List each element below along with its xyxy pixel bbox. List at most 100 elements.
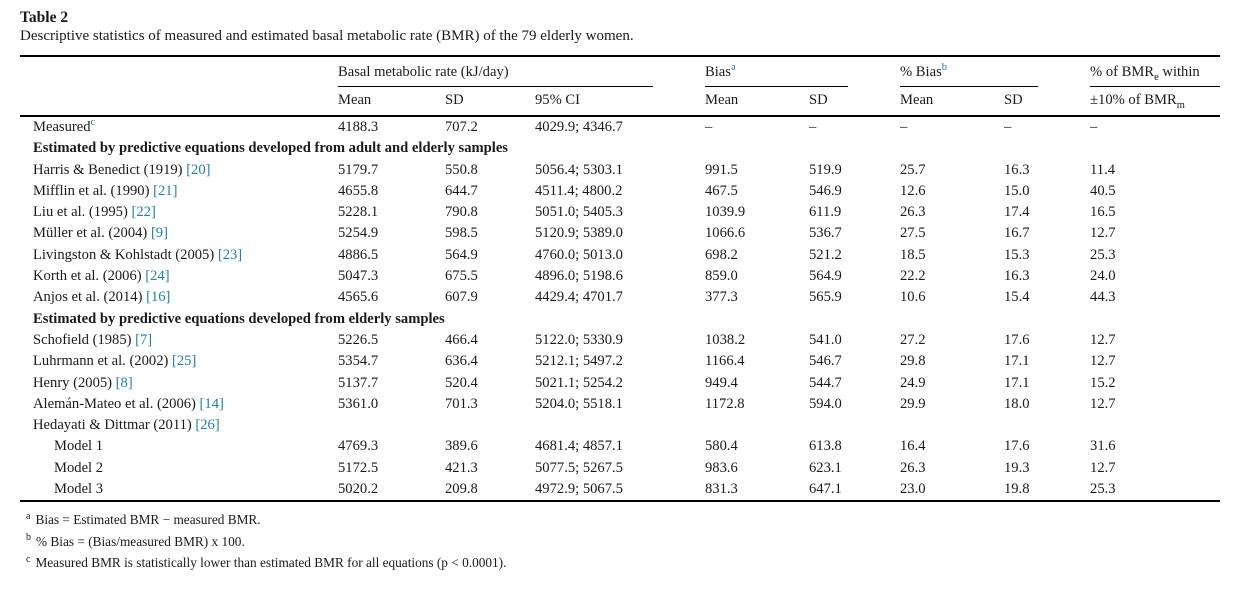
citation-ref[interactable]: [26] <box>191 417 220 434</box>
cell-value: 4769.3 <box>338 438 379 455</box>
row-label: Mifflin et al. (1990) [21] <box>20 181 338 202</box>
cell-value: 16.7 <box>1004 225 1030 242</box>
row-label: Livingston & Kohlstadt (2005) [23] <box>20 245 338 266</box>
table-row: Measuredc 4188.3 707.2 4029.9; 4346.7– – – – – <box>20 116 1220 138</box>
cell-value: 23.0 <box>900 481 926 498</box>
pct-header-text: ±10% of BMR <box>1090 92 1177 108</box>
group-header-pct-within: % of BMRe within <box>1090 56 1221 87</box>
equation-name: Mifflin et al. (1990) <box>33 182 150 199</box>
cell-value: 4886.5 <box>338 246 379 263</box>
cell-value: 647.1 <box>809 481 842 498</box>
equation-name: Schofield (1985) <box>33 331 132 348</box>
col-header-bias-sd: SD <box>809 87 900 117</box>
cell-value: 421.3 <box>445 459 478 476</box>
cell-value: 15.4 <box>1004 289 1030 306</box>
cell-value: 27.5 <box>900 225 926 242</box>
footnote-c: c Measured BMR is statistically lower tha… <box>20 552 1220 574</box>
cell-value: 5172.5 <box>338 459 379 476</box>
col-header-bmr-ci: 95% CI <box>535 87 705 117</box>
table-row: Müller et al. (2004) [9] 5254.9 598.5 5120.… <box>20 223 1220 244</box>
row-label: Luhrmann et al. (2002) [25] <box>20 351 338 372</box>
equation-name: Henry (2005) <box>33 374 113 391</box>
cell-value: 377.3 <box>705 289 738 306</box>
cell-value: 25.3 <box>1090 481 1116 498</box>
cell-value: 521.2 <box>809 246 842 263</box>
equation-name: Model 1 <box>54 438 104 455</box>
cell-value: 15.2 <box>1090 374 1116 391</box>
cell-value: 466.4 <box>445 331 478 348</box>
citation-ref[interactable]: [22] <box>127 204 156 221</box>
stub-header-cell <box>20 87 338 117</box>
cell-value: 831.3 <box>705 481 738 498</box>
equation-name: Korth et al. (2006) <box>33 268 142 285</box>
cell-value: 16.4 <box>900 438 926 455</box>
table-caption: Table 2 Descriptive statistics of measur… <box>20 8 1236 46</box>
cell-value: 5361.0 <box>338 395 379 412</box>
footnote-text: Bias = Estimated BMR − measured BMR. <box>35 512 261 528</box>
cell-value: 5020.2 <box>338 481 379 498</box>
cell-value: 209.8 <box>445 481 478 498</box>
cell-value: – <box>705 119 713 135</box>
citation-ref[interactable]: [23] <box>214 246 243 263</box>
table-header: Basal metabolic rate (kJ/day) Biasa % Bi… <box>20 56 1221 117</box>
col-header-bias-mean: Mean <box>705 87 809 117</box>
group-label-bmr: Basal metabolic rate (kJ/day) <box>338 64 509 80</box>
cell-value <box>338 415 445 436</box>
citation-ref[interactable]: [7] <box>131 331 153 348</box>
cell-value: 17.6 <box>1004 331 1030 348</box>
group-underline: % of BMRe within <box>1090 64 1221 87</box>
citation-ref[interactable]: [20] <box>182 161 211 178</box>
citation-ref[interactable]: [21] <box>149 182 178 199</box>
cell-value: 27.2 <box>900 331 926 348</box>
citation-ref[interactable]: [16] <box>142 289 171 306</box>
cell-value: 25.3 <box>1090 246 1116 263</box>
footnote-marker: c <box>26 553 31 565</box>
cell-value: 44.3 <box>1090 289 1116 306</box>
cell-value: 4655.8 <box>338 182 379 199</box>
pct-header-sub-m: m <box>1176 99 1185 111</box>
cell-value: 598.5 <box>445 225 478 242</box>
cell-value: 467.5 <box>705 182 738 199</box>
cell-value: 22.2 <box>900 268 926 285</box>
cell-value: 4511.4; 4800.2 <box>535 182 623 199</box>
table-row: Hedayati & Dittmar (2011) [26] <box>20 415 1220 436</box>
pct-header-text: % of BMR <box>1090 64 1155 80</box>
citation-ref[interactable]: [9] <box>147 225 168 242</box>
cell-value: 17.1 <box>1004 374 1030 391</box>
footnote-marker-a: a <box>730 62 736 74</box>
cell-value: 541.0 <box>809 331 842 348</box>
cell-value: 1166.4 <box>705 353 745 370</box>
cell-value: 26.3 <box>900 204 926 221</box>
cell-value: 565.9 <box>809 289 842 306</box>
cell-value: 611.9 <box>809 204 842 221</box>
cell-value: 5021.1; 5254.2 <box>535 374 623 391</box>
table-row: Luhrmann et al. (2002) [25] 5354.7 636.4 52… <box>20 351 1220 372</box>
group-underline: % Biasb <box>900 62 1039 87</box>
section-row: Estimated by predictive equations develo… <box>20 138 1220 159</box>
cell-value: 5056.4; 5303.1 <box>535 161 623 178</box>
cell-value: 5120.9; 5389.0 <box>535 225 623 242</box>
cell-value: 5228.1 <box>338 204 379 221</box>
equation-name: Liu et al. (1995) <box>33 204 128 221</box>
cell-value: 12.6 <box>900 182 926 199</box>
table-caption-text: Descriptive statistics of measured and e… <box>20 28 634 44</box>
cell-value: 4029.9; 4346.7 <box>535 119 623 135</box>
cell-value: 1066.6 <box>705 225 746 242</box>
cell-value: 5354.7 <box>338 353 379 370</box>
table-row: Anjos et al. (2014) [16] 4565.6 607.9 4429.… <box>20 287 1220 308</box>
row-label: Model 1 <box>20 436 338 457</box>
cell-value: 644.7 <box>445 182 478 199</box>
citation-ref[interactable]: [8] <box>112 374 133 391</box>
cell-value: 675.5 <box>445 268 478 285</box>
footnote-text: % Bias = (Bias/measured BMR) x 100. <box>36 533 245 549</box>
section-label: Estimated by predictive equations develo… <box>33 310 445 327</box>
citation-ref[interactable]: [25] <box>168 353 197 370</box>
cell-value: 18.5 <box>900 246 926 263</box>
cell-value: 519.9 <box>809 161 842 178</box>
row-label: Anjos et al. (2014) [16] <box>20 287 338 308</box>
citation-ref[interactable]: [24] <box>141 268 170 285</box>
row-label: Model 2 <box>20 458 338 479</box>
citation-ref[interactable]: [14] <box>195 395 224 412</box>
equation-name: Livingston & Kohlstadt (2005) <box>33 246 215 263</box>
footnote-text: Measured BMR is statistically lower than… <box>35 555 507 571</box>
